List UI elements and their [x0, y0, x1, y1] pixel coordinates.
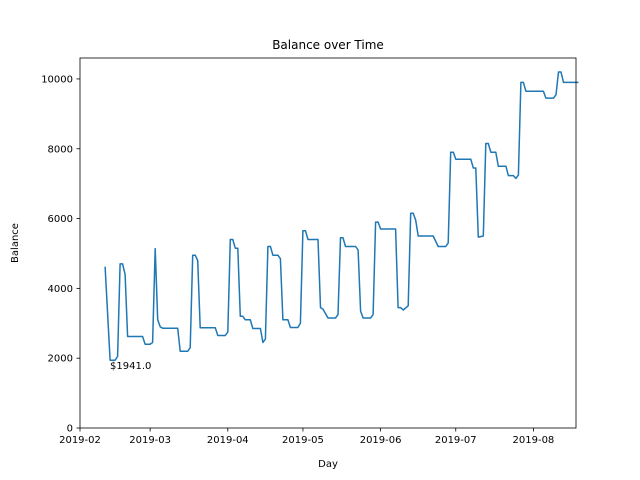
x-tick-label: 2019-07	[435, 435, 477, 446]
x-tick-label: 2019-02	[59, 435, 101, 446]
y-tick-label: 8000	[48, 144, 73, 155]
x-axis-label: Day	[318, 459, 338, 470]
y-axis-label: Balance	[10, 223, 21, 263]
y-tick-label: 10000	[41, 74, 73, 85]
y-tick-label: 2000	[48, 354, 73, 365]
x-tick-label: 2019-04	[207, 435, 249, 446]
x-tick-label: 2019-05	[282, 435, 324, 446]
x-tick-label: 2019-06	[360, 435, 402, 446]
chart-title: Balance over Time	[272, 38, 384, 52]
x-tick-label: 2019-03	[129, 435, 171, 446]
y-axis: 0 2000 4000 6000 8000 10000	[41, 74, 80, 435]
series-line	[104, 71, 579, 361]
y-tick-label: 4000	[48, 284, 73, 295]
x-axis: 2019-02 2019-03 2019-04 2019-05 2019-06 2019-…	[59, 428, 554, 446]
plot-area	[79, 57, 579, 429]
y-tick-label: 0	[67, 424, 73, 435]
plot-frame	[79, 57, 577, 429]
x-tick-label: 2019-08	[513, 435, 555, 446]
y-tick-label: 6000	[48, 214, 73, 225]
min-balance-annotation: $1941.0	[110, 361, 151, 372]
